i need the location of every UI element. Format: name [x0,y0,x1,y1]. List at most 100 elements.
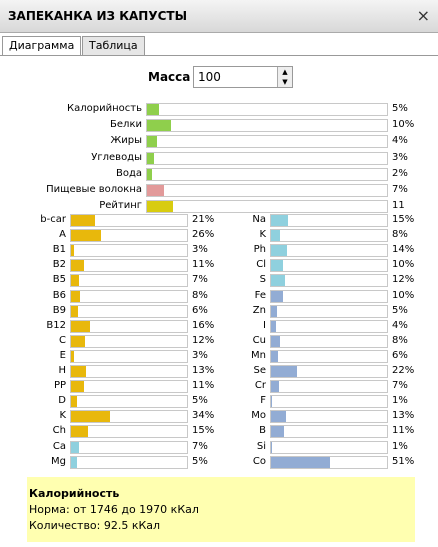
info-amount: Количество: 92.5 кКал [29,519,161,532]
bar-track [70,425,188,439]
bar-track [70,365,188,378]
value-label: 34% [192,410,215,422]
bar-track [270,319,388,333]
bar [71,320,90,332]
bar [271,230,281,242]
bar [71,290,81,302]
bar-track [270,410,388,424]
close-button[interactable]: × [416,6,430,25]
bar [271,456,331,468]
bar [147,201,174,213]
bar [271,411,287,423]
bar-track [270,214,388,227]
tab[interactable]: Диаграмма [2,36,82,56]
spinner[interactable]: ▲ ▼ [277,67,292,87]
value-label: 13% [192,365,215,376]
row-label: PP [53,380,66,392]
row-label: E [59,349,66,361]
value-label: 1% [392,440,408,452]
row-label: D [58,395,66,407]
row-label: I [263,319,266,331]
value-label: 11% [192,259,215,271]
bar-track [270,229,388,243]
mass-value: 100 [198,70,221,84]
row-label: A [59,229,66,241]
bar [71,366,87,377]
bar [147,185,164,196]
row-label: Ca [52,440,66,452]
bar-track [70,244,188,258]
value-label: 4% [392,135,408,147]
value-label: 8% [192,289,208,301]
value-label: 5% [392,103,408,114]
bar-track [146,119,388,133]
value-label: 3% [192,244,208,256]
bar-track [146,167,388,181]
bar-track [270,395,388,409]
value-label: 22% [392,365,415,376]
mass-input[interactable]: 100 ▲ ▼ [193,66,293,88]
bar-track [270,274,388,288]
bar [271,275,285,287]
value-label: 1% [392,395,408,407]
bar [71,230,102,242]
bar-track [70,289,188,303]
row-label: Si [256,440,266,452]
bar [271,320,276,332]
value-label: 13% [392,410,415,422]
row-label: Жиры [110,135,142,147]
info-box: Калорийность Норма: от 1746 до 1970 кКал… [27,477,415,542]
row-label: b-car [40,214,66,225]
row-label: Cu [252,334,266,346]
row-label: Ph [253,244,266,256]
bar-track [270,244,388,258]
value-label: 4% [392,319,408,331]
bar [71,411,111,423]
value-label: 16% [192,319,215,331]
row-label: Вода [115,167,142,179]
bar [271,426,284,438]
bar-track [70,319,188,333]
bar-track [70,229,188,243]
row-label: Co [252,455,266,467]
row-label: B5 [52,274,66,286]
bar [71,260,84,272]
row-label: B6 [52,289,66,301]
bar [271,260,283,272]
bar-track [270,425,388,439]
value-label: 8% [392,229,408,241]
row-label: Ch [52,425,66,437]
value-label: 6% [192,304,208,316]
bar [271,335,281,347]
row-label: Белки [110,119,142,131]
info-title: Калорийность [29,487,120,500]
tab[interactable]: Таблица [82,36,145,56]
bar [271,215,289,226]
info-norm: Норма: от 1746 до 1970 кКал [29,503,199,516]
title: ЗАПЕКАНКА ИЗ КАПУСТЫ [8,9,188,23]
bar [271,396,273,408]
row-label: B9 [52,304,66,316]
bar-track [270,380,388,394]
bar-track [270,365,388,378]
bar [147,104,159,115]
row-label: B2 [52,259,66,271]
value-label: 7% [192,274,208,286]
bar-track [70,349,188,363]
bar [71,396,77,408]
row-label: Mo [251,410,266,422]
bar-track [146,151,388,165]
row-label: Zn [252,304,266,316]
row-label: F [260,395,266,407]
bar [71,215,96,226]
bar [147,168,152,180]
value-label: 12% [192,334,215,346]
row-label: Пищевые волокна [46,184,142,195]
bar-track [146,135,388,149]
value-label: 6% [392,349,408,361]
row-label: Углеводы [91,151,142,163]
value-label: 14% [392,244,415,256]
value-label: 10% [392,289,415,301]
value-label: 11% [192,380,215,392]
